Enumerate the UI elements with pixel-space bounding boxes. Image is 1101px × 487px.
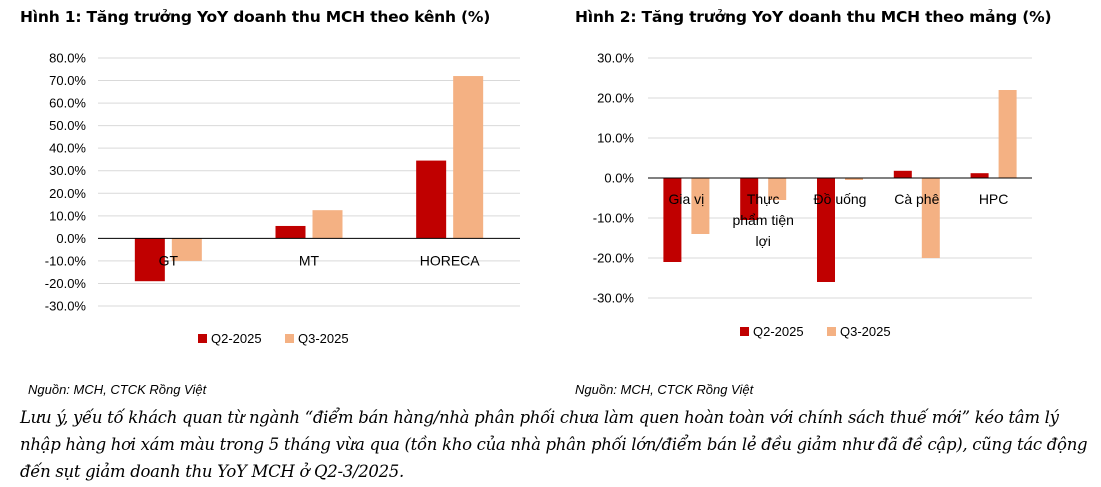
bar-q3 <box>998 90 1017 178</box>
legend-swatch-q3 <box>827 327 836 336</box>
category-label: MT <box>299 252 320 268</box>
chart-2-title: Hình 2: Tăng trưởng YoY doanh thu MCH th… <box>575 8 1052 26</box>
bar-q2 <box>817 178 835 282</box>
y-tick-label: -20.0% <box>593 251 635 266</box>
y-tick-label: 10.0% <box>49 208 86 223</box>
bar-q3 <box>691 178 710 234</box>
y-tick-label: -10.0% <box>45 253 87 268</box>
legend-swatch-q3 <box>285 334 294 343</box>
category-label: HORECA <box>420 252 481 268</box>
bar-q3 <box>845 178 863 180</box>
bar-q3 <box>171 238 202 261</box>
bar-q3 <box>768 178 787 200</box>
y-tick-label: 30.0% <box>49 163 86 178</box>
bar-q2 <box>275 225 306 239</box>
category-label: Thực <box>747 191 780 207</box>
bar-q3 <box>312 210 343 239</box>
legend-label-q3: Q3-2025 <box>298 331 349 346</box>
charts-canvas: 80.0% 70.0% 60.0% 50.0% 40.0% 30.0% 20.0% 10.0%… <box>45 51 1032 346</box>
y-tick-label: 20.0% <box>49 186 86 201</box>
y-tick-label: 60.0% <box>49 96 86 111</box>
y-tick-label: 40.0% <box>49 141 86 156</box>
bar-q2 <box>970 173 989 178</box>
category-label: lợi <box>755 233 770 249</box>
category-label: GT <box>159 252 179 268</box>
y-tick-label: 0.0% <box>604 171 634 186</box>
bar-q2 <box>893 170 912 178</box>
chart-1-title: Hình 1: Tăng trưởng YoY doanh thu MCH th… <box>20 8 491 26</box>
chart-1-source: Nguồn: MCH, CTCK Rồng Việt <box>28 382 207 397</box>
bar-q2 <box>416 160 447 239</box>
y-tick-label: 30.0% <box>597 51 634 66</box>
y-tick-label: 20.0% <box>597 91 634 106</box>
category-label: HPC <box>979 191 1009 207</box>
bar-q3 <box>453 76 484 239</box>
legend-swatch-q2 <box>740 327 749 336</box>
bar-q2 <box>740 178 759 220</box>
category-label: Gia vị <box>669 191 705 207</box>
legend-label-q2: Q2-2025 <box>211 331 262 346</box>
y-tick-label: -10.0% <box>593 211 635 226</box>
y-tick-label: -30.0% <box>45 299 87 314</box>
y-tick-label: -20.0% <box>45 276 87 291</box>
y-tick-label: -30.0% <box>593 291 635 306</box>
y-tick-label: 10.0% <box>597 131 634 146</box>
y-tick-label: 0.0% <box>56 231 86 246</box>
y-tick-label: 50.0% <box>49 118 86 133</box>
bar-q3 <box>921 178 940 258</box>
category-label: phẩm tiện <box>732 212 793 228</box>
y-tick-label: 80.0% <box>49 51 86 66</box>
category-label: Đồ uống <box>814 191 867 207</box>
legend-swatch-q2 <box>198 334 207 343</box>
chart-2-source: Nguồn: MCH, CTCK Rồng Việt <box>575 382 754 397</box>
note-paragraph: Lưu ý, yếu tố khách quan từ ngành “điểm … <box>20 408 1088 481</box>
y-tick-label: 70.0% <box>49 73 86 88</box>
legend-label-q2: Q2-2025 <box>753 324 804 339</box>
legend-label-q3: Q3-2025 <box>840 324 891 339</box>
category-label: Cà phê <box>894 191 939 207</box>
bar-q2 <box>134 238 165 282</box>
bar-q2 <box>663 178 682 262</box>
